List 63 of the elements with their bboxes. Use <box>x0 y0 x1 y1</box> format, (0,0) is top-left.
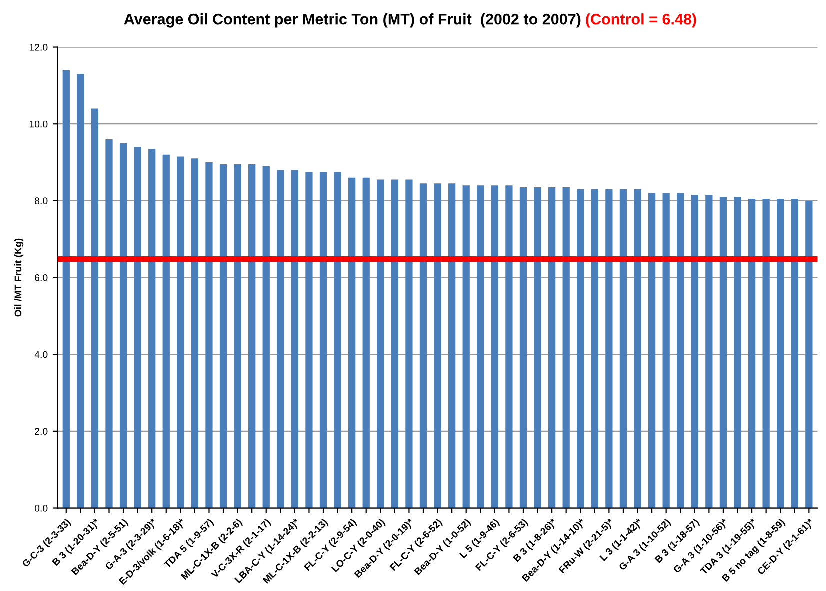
bar <box>620 189 628 508</box>
bar <box>791 199 798 508</box>
bar <box>606 189 613 508</box>
y-tick-label: 10.0 <box>30 120 48 128</box>
y-tick-label: 2.0 <box>35 428 48 436</box>
bar <box>248 164 256 508</box>
bar <box>220 164 228 508</box>
bar <box>448 184 456 508</box>
bar <box>234 164 242 508</box>
bar <box>77 74 84 508</box>
bar <box>62 70 70 508</box>
bar <box>391 180 398 508</box>
bar <box>134 147 142 508</box>
bar <box>734 197 742 508</box>
bar <box>520 187 528 508</box>
y-tick-label: 0.0 <box>34 504 48 512</box>
ref-line-label: (Control = 6.48) <box>586 14 696 28</box>
bar <box>177 156 184 508</box>
bar <box>406 180 413 508</box>
bar <box>91 108 99 508</box>
bar <box>762 199 770 508</box>
bar <box>334 172 342 508</box>
bar <box>648 193 656 508</box>
bar <box>262 166 270 508</box>
bar <box>162 154 170 508</box>
bar <box>206 162 213 508</box>
bar <box>748 199 756 508</box>
bar <box>720 197 728 508</box>
bar <box>377 180 384 508</box>
y-tick-label: 12.0 <box>30 44 48 51</box>
bar <box>634 189 642 508</box>
bar <box>148 149 156 508</box>
bar <box>277 170 284 508</box>
bar <box>320 172 328 508</box>
y-tick-label: 6.0 <box>35 274 48 282</box>
y-axis-title: Oil /MT Fruit (Kg) <box>14 238 24 317</box>
bar <box>662 193 670 508</box>
bar <box>120 143 128 508</box>
bar <box>506 186 513 508</box>
bar <box>306 172 313 508</box>
bar <box>348 178 356 508</box>
bar <box>691 195 698 508</box>
bar <box>577 189 584 508</box>
bar <box>291 170 299 508</box>
bar <box>191 158 199 508</box>
bar <box>706 195 713 508</box>
y-tick-label: 8.0 <box>35 198 48 205</box>
bar <box>462 186 470 508</box>
bar <box>106 139 113 508</box>
bar <box>491 186 498 508</box>
y-tick-label: 4.0 <box>34 351 48 358</box>
bar <box>562 187 570 508</box>
bar <box>677 193 684 508</box>
bar <box>777 199 784 508</box>
bar <box>362 178 370 508</box>
bar <box>434 184 442 508</box>
bar <box>477 186 484 508</box>
chart-title: Average Oil Content per Metric Ton (MT) of Fruit (2002 to 2007) <box>124 14 581 28</box>
bar <box>420 184 428 508</box>
bar <box>548 187 556 508</box>
bar <box>534 187 542 508</box>
bar <box>591 189 598 508</box>
bar <box>806 200 813 508</box>
